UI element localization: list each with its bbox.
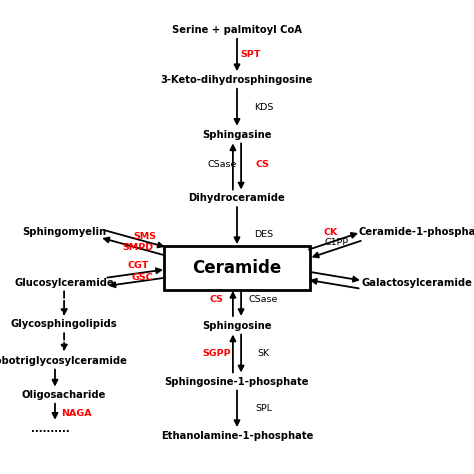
Text: CK: CK — [323, 228, 337, 237]
Text: Serine + palmitoyl CoA: Serine + palmitoyl CoA — [172, 25, 302, 35]
Text: ..........: .......... — [31, 424, 70, 434]
Text: CSase: CSase — [249, 295, 278, 304]
Text: CS: CS — [210, 295, 223, 304]
Text: Glycosphingolipids: Glycosphingolipids — [11, 319, 118, 329]
Text: NAGA: NAGA — [62, 409, 92, 418]
Text: CGT: CGT — [127, 261, 148, 270]
Text: Ceramide: Ceramide — [192, 259, 282, 277]
Text: SMS: SMS — [134, 232, 156, 241]
Text: Sphingasine: Sphingasine — [202, 129, 272, 140]
Text: Sphingosine: Sphingosine — [202, 321, 272, 331]
FancyBboxPatch shape — [164, 246, 310, 290]
Text: Sphingomyelin: Sphingomyelin — [22, 228, 106, 237]
Text: Galactosylceramide: Galactosylceramide — [361, 277, 472, 288]
Text: Sphingosine-1-phosphate: Sphingosine-1-phosphate — [165, 377, 309, 387]
Text: SMPD: SMPD — [122, 244, 154, 253]
Text: Dihydroceramide: Dihydroceramide — [189, 193, 285, 203]
Text: Ethanolamine-1-phosphate: Ethanolamine-1-phosphate — [161, 431, 313, 441]
Text: SPT: SPT — [240, 51, 261, 59]
Text: Glucosylceramide: Glucosylceramide — [14, 277, 114, 288]
Text: Globotriglycosylceramide: Globotriglycosylceramide — [0, 356, 127, 366]
Text: CS: CS — [255, 160, 269, 169]
Text: Oligosacharide: Oligosacharide — [22, 391, 106, 401]
Text: 3-Keto-dihydrosphingosine: 3-Keto-dihydrosphingosine — [161, 75, 313, 85]
Text: Ceramide-1-phospha: Ceramide-1-phospha — [358, 228, 474, 237]
Text: KDS: KDS — [254, 103, 273, 112]
Text: SGPP: SGPP — [202, 349, 231, 358]
Text: C1PP: C1PP — [324, 238, 348, 247]
Text: SK: SK — [257, 349, 269, 358]
Text: SPL: SPL — [255, 403, 272, 412]
Text: GSC: GSC — [131, 273, 153, 282]
Text: DES: DES — [254, 230, 273, 239]
Text: CSase: CSase — [208, 160, 237, 169]
